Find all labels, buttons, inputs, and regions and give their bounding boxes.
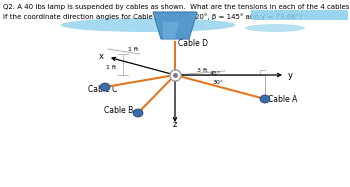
Ellipse shape bbox=[260, 95, 270, 103]
Ellipse shape bbox=[61, 18, 236, 32]
Text: Cable B: Cable B bbox=[104, 106, 133, 115]
Text: Q2. A 40 lbs lamp is suspended by cables as shown.  What are the tensions in eac: Q2. A 40 lbs lamp is suspended by cables… bbox=[3, 4, 349, 10]
Polygon shape bbox=[163, 22, 179, 39]
Text: y: y bbox=[288, 70, 293, 79]
Text: Cable A: Cable A bbox=[268, 95, 298, 104]
Ellipse shape bbox=[100, 83, 110, 91]
Polygon shape bbox=[153, 12, 197, 39]
Text: x: x bbox=[99, 51, 104, 61]
Text: if the coordinate direction angles for Cable B are α = 120°, β = 145° and γ = 73: if the coordinate direction angles for C… bbox=[3, 13, 303, 20]
Text: 45°: 45° bbox=[210, 70, 221, 76]
FancyBboxPatch shape bbox=[251, 10, 348, 20]
Text: 3 ft: 3 ft bbox=[197, 68, 208, 73]
Text: 1 ft: 1 ft bbox=[128, 47, 138, 51]
Text: 30°: 30° bbox=[213, 79, 224, 85]
Text: 1 ft: 1 ft bbox=[106, 65, 116, 70]
Text: Cable C: Cable C bbox=[88, 85, 117, 94]
Text: z: z bbox=[173, 120, 177, 129]
Text: Cable D: Cable D bbox=[178, 39, 208, 48]
Ellipse shape bbox=[133, 109, 143, 117]
Ellipse shape bbox=[245, 24, 305, 32]
